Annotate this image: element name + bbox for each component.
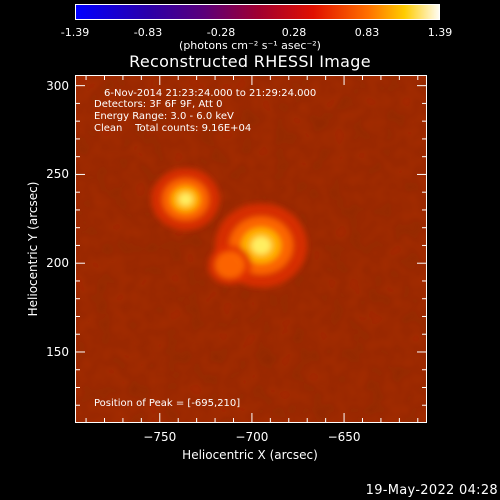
colorbar-gradient (76, 5, 439, 19)
heatmap-source-blob (215, 251, 245, 279)
y-axis-title: Heliocentric Y (arcsec) (26, 181, 40, 317)
x-axis-title: Heliocentric X (arcsec) (182, 448, 318, 462)
heatmap-plot (75, 75, 427, 423)
heatmap-source-blob (251, 236, 272, 255)
render-timestamp: 19-May-2022 04:28 (365, 483, 498, 498)
chart-title: Reconstructed RHESSI Image (129, 52, 371, 71)
colorbar-unit-label: (photons cm⁻² s⁻¹ asec⁻²) (179, 39, 321, 52)
colorbar-tick-label: 1.39 (427, 26, 453, 39)
chart-annotation: Clean Total counts: 9.16E+04 (94, 123, 252, 134)
colorbar-tick-label: -0.28 (206, 26, 236, 39)
colorbar-tick-label: -1.39 (60, 26, 90, 39)
y-tick-label: 150 (46, 344, 69, 359)
colorbar-tick-label: 0.28 (281, 26, 307, 39)
colorbar (75, 4, 440, 20)
heatmap-source-blob (178, 192, 193, 206)
x-tick-label: −650 (327, 430, 361, 444)
chart-annotation: 6-Nov-2014 21:23:24.000 to 21:29:24.000 (104, 88, 317, 99)
heatmap-sources (151, 168, 308, 288)
chart-annotation: Energy Range: 3.0 - 6.0 keV (94, 111, 234, 122)
x-tick-label: −750 (143, 430, 177, 444)
colorbar-tick-label: -0.83 (133, 26, 163, 39)
plot-frame (75, 75, 427, 423)
y-tick-label: 250 (46, 167, 69, 182)
peak-position-label: Position of Peak = [-695,210] (94, 398, 241, 409)
colorbar-tick-label: 0.83 (354, 26, 380, 39)
y-tick-label: 200 (46, 256, 69, 271)
x-tick-label: −700 (235, 430, 269, 444)
chart-annotation: Detectors: 3F 6F 9F, Att 0 (94, 99, 223, 110)
y-tick-label: 300 (46, 78, 69, 93)
